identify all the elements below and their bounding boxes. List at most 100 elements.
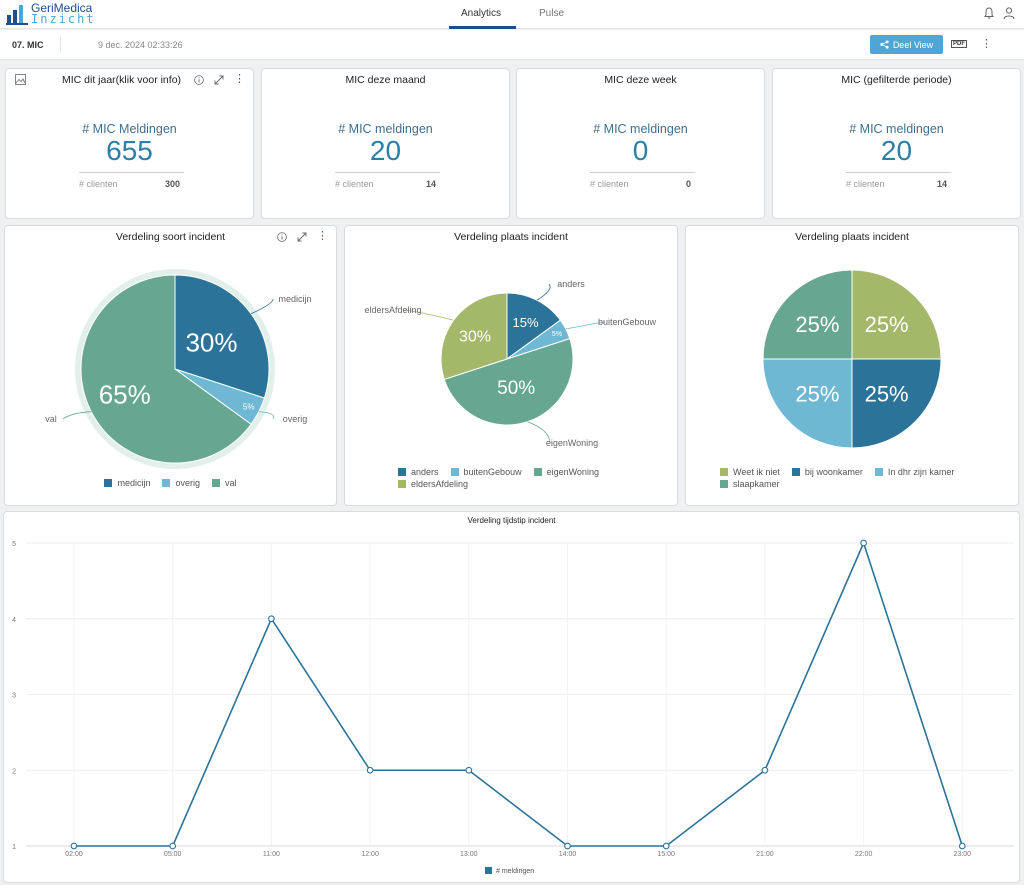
pie-slice-anders[interactable] [506,292,562,360]
data-point[interactable] [564,842,571,850]
data-point[interactable] [465,766,473,774]
legend-item-anders[interactable]: anders [398,467,439,477]
expand-icon[interactable] [297,232,307,242]
kpi-sub-label: # clienten [79,179,118,189]
logo-text-line1: GeriMedica [31,1,93,15]
pie-value-label-eigenwoning: 50% [497,378,535,399]
pie-category-label-eldersafdeling: eldersAfdeling [364,305,421,315]
pie-label-connector [527,421,551,444]
y-tick-label: 5 [12,541,16,548]
legend-label: slaapkamer [733,479,780,489]
chart-legend: anders buitenGebouw eigenWoning eldersAfdel… [398,467,638,489]
pie-category-label-medicijn: medicijn [278,294,311,304]
legend-item-buitengebouw[interactable]: buitenGebouw [450,467,522,477]
tab-analytics[interactable]: Analytics [461,8,502,19]
legend-label[interactable]: # meldingen [496,868,534,875]
pie-value-label-slaapkamer: 25% [795,312,839,337]
line-chart-incident-time[interactable]: 1 2 3 4 5 02:00 05:00 11:00 12:00 13:00 14:00 15:00… [4,512,1021,884]
data-point[interactable] [366,766,374,774]
share-icon [880,40,889,49]
pie-label-connector [258,411,275,420]
pie-slice-slaapkamer[interactable] [762,269,853,360]
pie-label-connector [536,283,551,301]
chart-legend: Weet ik niet bij woonkamer In dhr zijn kam… [720,467,1010,489]
pie-slice-eigenwoning[interactable] [443,337,574,426]
image-icon[interactable] [15,74,26,85]
kpi-card-title: MIC (gefilterde periode) [841,74,952,86]
pie-slice-in-dhr-zijn-kamer[interactable] [762,358,853,449]
pie-slice-val[interactable] [80,274,252,464]
pie-card-title: Verdeling plaats incident [795,231,909,243]
kpi-sub-value: 14 [936,179,947,189]
info-icon[interactable] [194,75,204,85]
pie-card-title: Verdeling soort incident [115,231,226,243]
legend-item-bij-woonkamer[interactable]: bij woonkamer [791,467,863,477]
data-point[interactable] [70,842,78,850]
pie-slice-eldersafdeling[interactable] [440,292,508,381]
legend-item-eigenwoning[interactable]: eigenWoning [533,467,599,477]
kpi-label: # MIC meldingen [338,122,433,136]
active-tab-indicator [449,26,516,29]
pie-chart-incident-room[interactable]: 25% 25% 25% 25% [686,226,1020,466]
header-divider [60,37,61,53]
data-point[interactable] [169,842,177,850]
data-point[interactable] [662,842,670,850]
expand-icon[interactable] [214,75,224,85]
pie-category-label-overig: overig [283,414,308,424]
pie-chart-incident-location[interactable]: 15% anders 5% buitenGebouw 50% eigenWoning 30%… [345,226,679,466]
data-point[interactable] [268,615,275,623]
legend-item-val[interactable]: val [212,478,237,488]
data-point[interactable] [860,539,867,547]
gerimedica-logo[interactable]: GeriMedica Inzicht [6,1,106,27]
legend-item-medicijn[interactable]: medicijn [104,478,150,488]
pdf-export-icon[interactable]: PDF [951,40,967,48]
x-tick-label: 13:00 [460,851,478,858]
pie-slice-medicijn[interactable] [174,274,270,399]
data-point[interactable] [761,766,769,774]
x-tick-label: 15:00 [657,851,675,858]
share-view-button[interactable]: Deel View [870,35,943,54]
pie-slice-weet-ik-niet[interactable] [851,269,942,360]
legend-swatch [162,479,171,487]
pie-slice-bij-woonkamer[interactable] [851,358,942,449]
legend-item-slaapkamer[interactable]: slaapkamer [720,479,780,489]
series-line--meldingen [74,540,964,847]
more-options-icon[interactable]: ⋮ [981,38,992,50]
x-tick-label: 05:00 [164,851,182,858]
x-tick-label: 02:00 [65,851,83,858]
pie-value-label-buitengebouw: 5% [552,331,562,338]
line-card-incident-time: Verdeling tijdstip incident 1 2 3 4 5 02:00 05… [3,511,1020,883]
tab-pulse[interactable]: Pulse [539,8,565,19]
info-icon[interactable] [277,232,287,242]
pie-value-label-val: 65% [99,380,151,410]
legend-item-in-dhr-zijn-kamer[interactable]: In dhr zijn kamer [874,467,954,477]
pie-category-label-anders: anders [557,279,585,289]
kpi-value: 20 [369,135,402,166]
card-menu-icon[interactable]: ⋮ [317,230,328,242]
kpi-label: # MIC meldingen [593,122,688,136]
pie-value-label-eldersafdeling: 30% [459,328,491,345]
legend-label: eldersAfdeling [411,479,469,489]
legend-item-weet-ik-niet[interactable]: Weet ik niet [720,467,780,477]
share-view-label: Deel View [892,39,934,50]
bell-icon[interactable] [982,6,996,20]
legend-item-eldersafdeling[interactable]: eldersAfdeling [398,479,468,489]
legend-swatch [720,480,728,488]
legend-swatch [398,468,406,476]
legend-item-overig[interactable]: overig [162,478,200,488]
pie-value-label-medicijn: 30% [185,328,237,358]
kpi-card-title: MIC deze maand [345,74,426,86]
kpi-sub-value: 0 [685,179,691,189]
x-tick-label: 22:00 [855,851,873,858]
chart-legend: medicijn overig val [5,478,336,488]
legend-swatch [450,468,459,476]
y-tick-label: 4 [12,617,16,624]
pie-chart-incident-type[interactable]: 30% medicijn 5% overig 65% val [5,226,338,471]
kpi-divider [335,172,440,173]
card-menu-icon[interactable]: ⋮ [234,73,245,85]
top-nav: GeriMedica Inzicht Analytics Pulse [0,0,1024,29]
x-tick-label: 12:00 [361,851,379,858]
user-icon[interactable] [1002,6,1016,20]
data-point[interactable] [958,842,966,850]
pie-card-incident-room: Verdeling plaats incident 25% 25% 25% 25% W… [685,225,1019,506]
